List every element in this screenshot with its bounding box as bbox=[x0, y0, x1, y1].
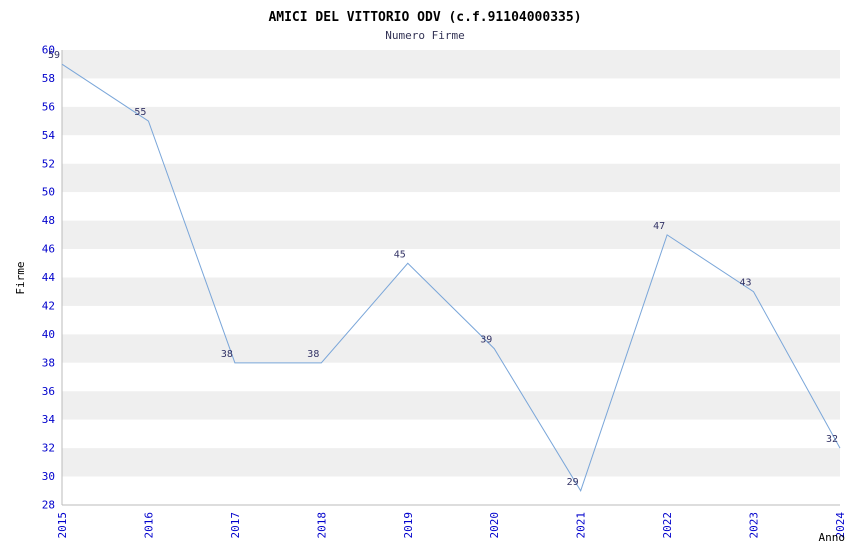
data-point-label: 32 bbox=[826, 434, 838, 445]
y-tick-label: 44 bbox=[42, 271, 56, 284]
x-tick-label: 2022 bbox=[661, 512, 674, 539]
plot-band bbox=[62, 476, 840, 505]
plot-band bbox=[62, 192, 840, 221]
data-point-label: 38 bbox=[221, 349, 233, 360]
plot-band bbox=[62, 391, 840, 420]
y-tick-label: 58 bbox=[42, 72, 55, 85]
plot-band bbox=[62, 163, 840, 193]
y-tick-label: 30 bbox=[42, 470, 55, 483]
y-tick-label: 48 bbox=[42, 214, 55, 227]
x-tick-label: 2018 bbox=[315, 512, 328, 539]
y-tick-label: 50 bbox=[42, 186, 55, 199]
y-tick-label: 32 bbox=[42, 442, 55, 455]
data-point-label: 43 bbox=[740, 278, 752, 289]
plot-band bbox=[62, 106, 840, 136]
plot-bands bbox=[62, 50, 840, 505]
y-tick-label: 42 bbox=[42, 299, 55, 312]
y-tick-label: 28 bbox=[42, 499, 55, 512]
y-tick-label: 46 bbox=[42, 243, 55, 256]
chart-title: AMICI DEL VITTORIO ODV (c.f.91104000335) bbox=[268, 10, 581, 25]
axis-lines bbox=[61, 50, 840, 506]
y-tick-label: 40 bbox=[42, 328, 55, 341]
data-point-label: 59 bbox=[48, 50, 60, 61]
y-tick-label: 36 bbox=[42, 385, 55, 398]
data-point-label: 45 bbox=[394, 249, 406, 260]
x-tick-label: 2017 bbox=[229, 512, 242, 539]
data-point-label: 55 bbox=[134, 107, 146, 118]
data-point-label: 39 bbox=[480, 335, 492, 346]
data-point-labels: 59 55 38 38 45 39 29 47 43 32 bbox=[48, 50, 838, 488]
plot-band bbox=[62, 78, 840, 107]
plot-band bbox=[62, 249, 840, 278]
y-tick-label: 60 bbox=[42, 44, 55, 57]
chart-subtitle: Numero Firme bbox=[385, 29, 464, 42]
plot-band bbox=[62, 220, 840, 250]
y-tick-label: 54 bbox=[42, 129, 56, 142]
y-tick-label: 34 bbox=[42, 413, 56, 426]
plot-band bbox=[62, 50, 840, 79]
y-tick-label: 52 bbox=[42, 157, 55, 170]
plot-band bbox=[62, 277, 840, 306]
x-tick-label: 2023 bbox=[748, 512, 761, 539]
y-axis-title: Firme bbox=[14, 261, 27, 294]
data-line bbox=[61, 63, 841, 492]
x-tick-label: 2019 bbox=[402, 512, 415, 539]
x-tick-label: 2020 bbox=[488, 512, 501, 539]
plot-band bbox=[62, 305, 840, 335]
plot-band bbox=[62, 362, 840, 392]
x-tick-labels: 2015 2016 2017 2018 2019 2020 2021 2022 2023 2024 bbox=[56, 512, 847, 539]
plot-band bbox=[62, 419, 840, 449]
y-tick-label: 56 bbox=[42, 100, 55, 113]
x-tick-label: 2024 bbox=[834, 512, 847, 539]
plot-band bbox=[62, 334, 840, 363]
data-point-label: 38 bbox=[307, 349, 319, 360]
data-point-label: 29 bbox=[567, 477, 579, 488]
data-point-label: 47 bbox=[653, 221, 665, 232]
x-tick-label: 2015 bbox=[56, 512, 69, 539]
x-tick-label: 2021 bbox=[575, 512, 588, 539]
y-tick-labels: 28 30 32 34 36 38 40 42 44 46 48 50 52 54 56 58 60 bbox=[42, 44, 56, 512]
y-tick-label: 38 bbox=[42, 356, 55, 369]
plot-band bbox=[62, 135, 840, 164]
x-tick-label: 2016 bbox=[142, 512, 155, 539]
plot-band bbox=[62, 448, 840, 477]
x-axis-title: Anno bbox=[819, 531, 846, 544]
data-series bbox=[61, 63, 841, 492]
